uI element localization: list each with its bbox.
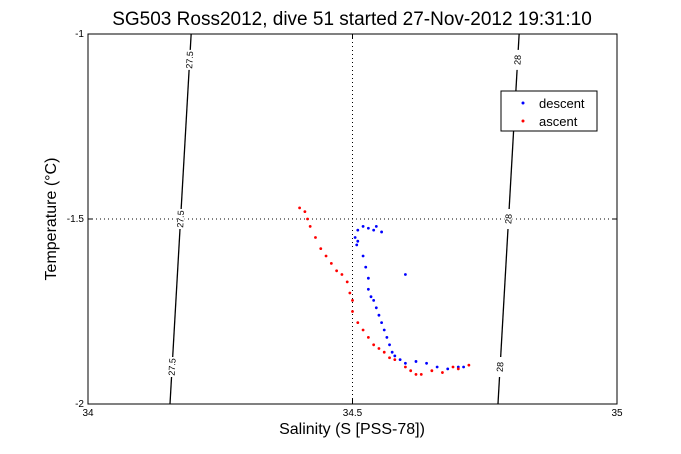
descent-point (377, 313, 381, 317)
ascent-point (388, 356, 391, 360)
contour-label-bg (176, 209, 185, 229)
contour-label: 27.5 (175, 210, 186, 228)
ascent-point (366, 336, 370, 339)
ascent-point (419, 373, 423, 376)
contour-label-bg (513, 49, 522, 70)
contour-label: 28 (512, 55, 523, 66)
y-tick-label: -1.5 (67, 214, 85, 225)
ascent-point (430, 369, 434, 373)
legend-marker-descent (521, 101, 525, 105)
contour-label-bg (496, 357, 505, 377)
descent-point (366, 226, 370, 230)
descent-point (364, 265, 368, 269)
ascent-point (372, 343, 376, 347)
ascent-point (319, 247, 323, 251)
descent-point (390, 350, 394, 354)
ascent-point (306, 217, 309, 221)
ascent-point (409, 369, 413, 373)
x-axis-label: Salinity (S [PSS-78]) (279, 421, 425, 438)
descent-point (404, 273, 407, 276)
contour-label-bg (504, 209, 513, 229)
y-axis-label: Temperature (°C) (43, 158, 60, 281)
descent-point (425, 361, 428, 365)
descent-point (353, 236, 357, 239)
gridlines (88, 34, 617, 404)
ascent-point (382, 350, 386, 354)
y-tick-label: -1 (75, 29, 84, 40)
descent-point (462, 365, 465, 369)
ascent-point (441, 371, 444, 374)
x-tick-label: 35 (611, 408, 623, 419)
descent-point (398, 358, 402, 361)
ascent-point (356, 321, 360, 324)
ascent-point (404, 365, 407, 369)
ascent-point (329, 262, 333, 265)
descent-point (404, 361, 407, 365)
descent-point (366, 276, 370, 280)
chart-title: SG503 Ross2012, dive 51 started 27-Nov-2… (112, 9, 592, 30)
ascent-point (324, 254, 328, 258)
ascent-point (298, 206, 301, 210)
descent-point (380, 230, 383, 234)
ascent-point (340, 273, 344, 276)
descent-point (361, 254, 365, 258)
descent-point (393, 354, 397, 358)
descent-point (382, 328, 386, 332)
x-tick-label: 34.5 (343, 408, 363, 419)
ascent-point (361, 328, 365, 332)
descent-point (414, 360, 418, 363)
ascent-point (414, 373, 418, 376)
data-points (298, 206, 471, 376)
ascent-point (345, 280, 349, 284)
descent-point (388, 343, 391, 347)
contour-label: 27.5 (184, 51, 195, 69)
descent-point (366, 287, 370, 291)
x-tick-label: 34 (82, 408, 94, 419)
descent-point (380, 321, 383, 324)
legend-label-ascent: ascent (539, 114, 578, 129)
ascent-point (303, 210, 307, 214)
legend-label-descent: descent (539, 96, 585, 111)
descent-point (435, 365, 439, 369)
descent-point (374, 306, 378, 310)
descent-point (356, 228, 360, 232)
ascent-point (467, 363, 471, 367)
contour-label: 28 (495, 362, 506, 373)
contour-label: 27.5 (167, 358, 178, 376)
ascent-point (393, 358, 397, 361)
ascent-point (351, 310, 354, 313)
ascent-point (335, 269, 339, 273)
ascent-point (314, 236, 317, 239)
ascent-point (377, 347, 381, 350)
y-tick-label: -2 (75, 399, 84, 410)
ascent-point (351, 299, 354, 302)
descent-point (446, 367, 450, 371)
descent-point (369, 295, 373, 299)
contour-label: 28 (503, 214, 514, 225)
descent-point (361, 225, 365, 228)
ascent-point (451, 365, 455, 369)
descent-point (385, 336, 389, 339)
ascent-point (456, 367, 460, 371)
descent-point (374, 225, 378, 228)
descent-point (372, 228, 376, 232)
axis-ticks: 34 34.5 35 -1 -1.5 -2 (67, 29, 623, 419)
legend-box (500, 90, 598, 132)
legend: descent ascent (500, 90, 598, 132)
ascent-point (308, 225, 312, 228)
ascent-point (348, 291, 352, 295)
legend-marker-ascent (521, 119, 525, 123)
contour-label-bg (168, 357, 177, 377)
descent-point (355, 243, 359, 247)
descent-point (372, 299, 376, 302)
contour-label-bg (185, 49, 194, 70)
descent-point (356, 239, 360, 243)
